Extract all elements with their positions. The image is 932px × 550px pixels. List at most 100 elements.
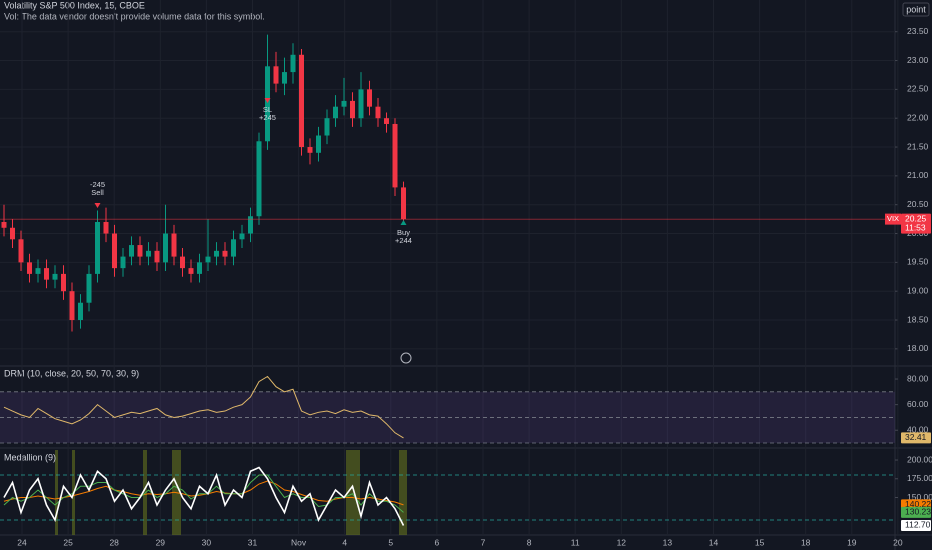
last-price-label: 20.25	[905, 213, 927, 223]
x-tick-label: 20	[893, 537, 903, 547]
candle-body	[146, 250, 151, 257]
scale-mode-label[interactable]: point	[906, 4, 926, 14]
trade-annotation: Sell	[91, 188, 104, 197]
y-tick-label: 21.50	[907, 141, 929, 151]
pane-title: Medallion (9)	[4, 452, 56, 462]
candle-body	[214, 250, 219, 257]
x-tick-label: 18	[801, 537, 811, 547]
candle-body	[129, 245, 134, 257]
candle-body	[231, 239, 236, 257]
zone	[55, 450, 58, 535]
trade-annotation: SL	[263, 105, 272, 114]
y-tick-label: 22.00	[907, 112, 929, 122]
candle-body	[282, 72, 287, 84]
last-value-label: 130.23	[905, 507, 931, 517]
scale-mode-button[interactable]	[902, 2, 930, 17]
candle-body	[384, 118, 389, 124]
x-tick-label: 11	[571, 537, 580, 547]
y-tick-label: 23.00	[907, 55, 929, 65]
candle-body	[103, 221, 109, 234]
candle-body	[197, 262, 202, 274]
x-tick-label: 24	[17, 537, 27, 547]
candle-body	[188, 268, 194, 274]
pane-title: DRM (10, close, 20, 50, 70, 30, 9)	[4, 368, 139, 378]
last-value-tag	[901, 519, 931, 531]
symbol-tag	[885, 213, 901, 225]
y-tick-label: 22.50	[907, 84, 929, 94]
candle-body	[290, 54, 296, 73]
candle-body	[367, 89, 372, 107]
candle-body	[239, 233, 245, 240]
y-tick-label: 200.00	[907, 454, 932, 464]
x-tick-label: 19	[847, 537, 857, 547]
candle-body	[61, 273, 66, 292]
last-value-label: 112.70	[905, 520, 931, 530]
y-tick-label: 23.50	[907, 26, 929, 36]
y-tick-label: 60.00	[907, 399, 929, 409]
x-tick-label: 4	[342, 537, 347, 547]
last-value-label: 32.41	[905, 432, 927, 442]
indicator-line	[3, 466, 405, 526]
last-value-tag	[901, 432, 931, 444]
symbol-label: VIX	[887, 214, 899, 223]
candle-body	[341, 100, 347, 107]
candle-body	[248, 216, 253, 234]
candle-body	[316, 135, 321, 153]
candle-body	[273, 66, 279, 84]
trade-arrow	[400, 220, 407, 225]
candle-body	[350, 100, 355, 119]
x-tick-label: 15	[755, 537, 765, 547]
indicator-line	[3, 375, 404, 439]
volume-note: Vol: The data vendor doesn't provide vol…	[4, 11, 265, 21]
x-tick-label: 12	[617, 537, 627, 547]
candle-body	[10, 227, 15, 240]
x-tick-label: 29	[156, 537, 166, 547]
trade-annotation: +244	[395, 236, 412, 245]
x-tick-label: 28	[109, 537, 119, 547]
countdown-label: 11:53	[905, 222, 926, 232]
candle-body	[18, 239, 24, 263]
trade-annotation: -245	[90, 180, 105, 189]
y-tick-label: 80.00	[907, 373, 929, 383]
trade-annotation: Buy	[397, 228, 410, 237]
candle-body	[154, 250, 160, 263]
candle-body	[265, 66, 270, 142]
candle-body	[358, 89, 364, 119]
candle-body	[180, 256, 185, 269]
x-tick-label: 8	[527, 537, 532, 547]
candle-body	[1, 221, 7, 228]
trade-arrow	[94, 203, 101, 208]
candle-body	[205, 256, 211, 263]
x-tick-label: 13	[663, 537, 673, 547]
candle-body	[333, 106, 338, 119]
candle-body	[86, 273, 92, 303]
candle-body	[35, 268, 41, 274]
candle-body	[299, 54, 304, 148]
y-tick-label: 20.50	[907, 199, 929, 209]
candle-body	[95, 221, 100, 274]
x-tick-label: 7	[481, 537, 486, 547]
candle-body	[171, 233, 177, 257]
x-tick-label: 25	[63, 537, 73, 547]
candle-body	[392, 123, 398, 188]
lightning-icon[interactable]	[400, 352, 412, 364]
candle-body	[163, 233, 168, 263]
candle-body	[112, 233, 117, 269]
candle-body	[27, 262, 32, 274]
last-price-tag	[901, 213, 931, 234]
x-tick-label: 30	[202, 537, 212, 547]
symbol-title: Volatility S&P 500 Index, 15, CBOE	[4, 0, 145, 10]
x-tick-label: 14	[709, 537, 719, 547]
candle-body	[307, 147, 313, 153]
candle-body	[44, 268, 49, 280]
last-value-label: 140.22	[905, 499, 931, 509]
y-tick-label: 19.00	[907, 285, 929, 295]
candle-body	[256, 141, 262, 217]
y-tick-label: 150.00	[907, 492, 932, 502]
candle-body	[222, 250, 228, 257]
x-tick-label: 31	[248, 537, 258, 547]
zone	[399, 450, 407, 535]
x-tick-label: Nov	[291, 537, 307, 547]
candle-body	[375, 106, 381, 119]
